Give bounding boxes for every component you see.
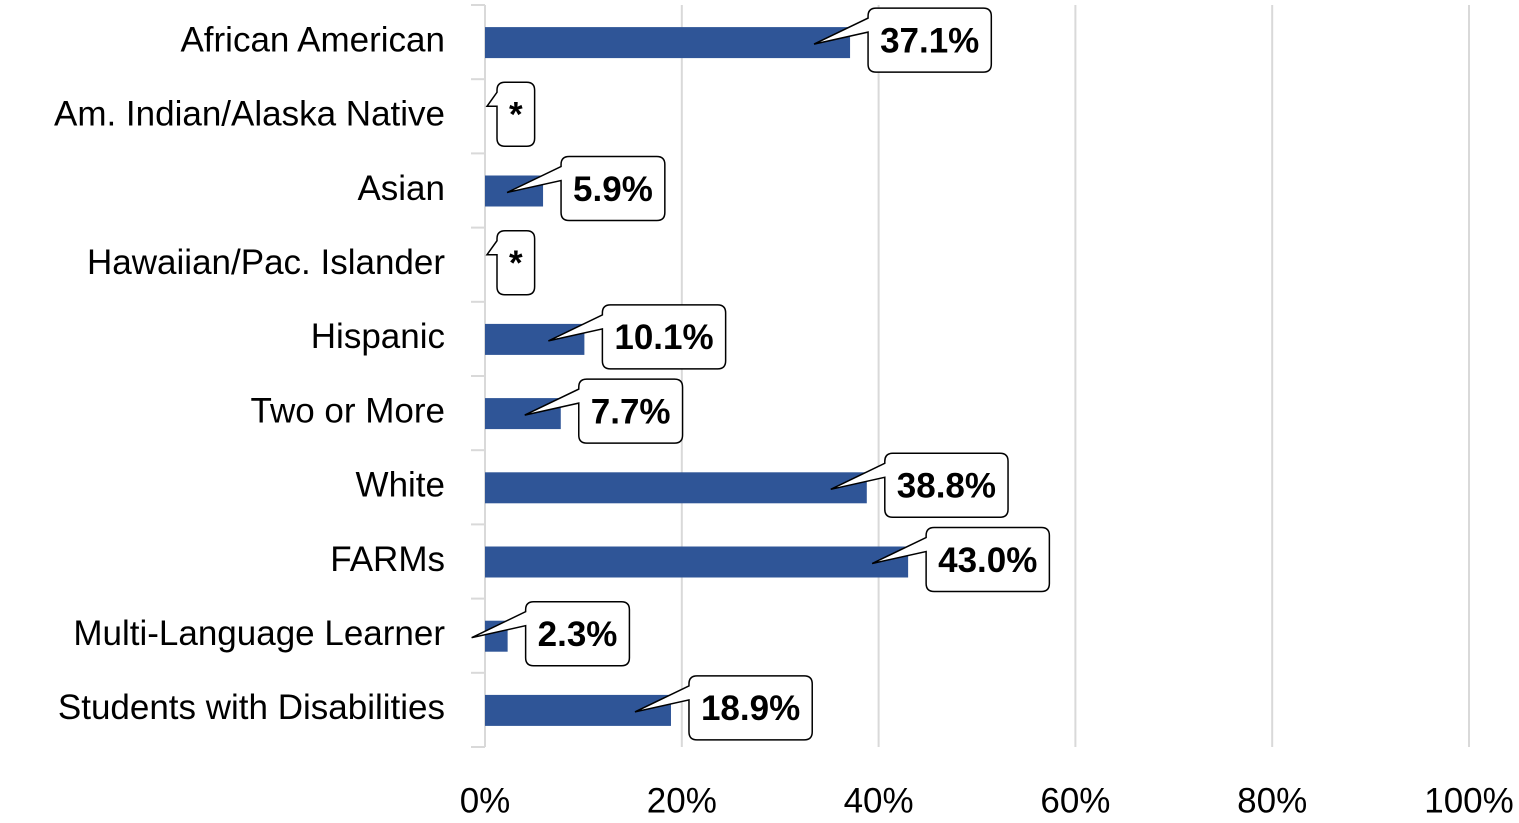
callout-box (471, 600, 631, 667)
y-tick-label: Am. Indian/Alaska Native (54, 95, 445, 134)
x-tick-label: 100% (1424, 781, 1514, 820)
callout-box (524, 378, 684, 444)
y-tick-label: Hispanic (311, 317, 445, 356)
data-label: * (509, 96, 523, 135)
x-tick-label: 40% (844, 781, 914, 820)
data-label: 5.9% (573, 170, 653, 209)
callout-box (813, 7, 993, 73)
x-tick-label: 0% (460, 781, 511, 820)
x-tick-label: 80% (1237, 781, 1307, 820)
callout-box (830, 452, 1009, 519)
callout-box (485, 81, 536, 148)
y-tick-label: Students with Disabilities (58, 688, 445, 727)
bar (485, 546, 909, 578)
callout-box (634, 675, 813, 741)
x-tick-label: 60% (1040, 781, 1110, 820)
y-tick-label: Hawaiian/Pac. Islander (87, 243, 445, 282)
x-tick-label: 20% (647, 781, 717, 820)
callout-box (548, 304, 727, 370)
data-label: 38.8% (897, 467, 996, 506)
bar (485, 472, 867, 504)
data-label: * (509, 244, 523, 283)
bar (485, 323, 585, 355)
data-label: 18.9% (701, 689, 800, 728)
bar (485, 27, 851, 59)
y-tick-label: White (356, 466, 445, 505)
y-tick-label: African American (180, 20, 445, 59)
y-tick-label: Asian (357, 169, 445, 208)
data-label: 7.7% (591, 392, 671, 431)
data-label: 37.1% (880, 21, 979, 60)
y-tick-label: Multi-Language Learner (73, 614, 445, 653)
callout-box (485, 229, 536, 296)
callout-box (871, 526, 1051, 593)
y-tick-label: Two or More (251, 391, 446, 430)
data-label: 43.0% (938, 541, 1037, 580)
data-label: 2.3% (538, 615, 618, 654)
data-label: 10.1% (614, 318, 713, 357)
callout-box (506, 155, 666, 222)
y-tick-label: FARMs (330, 540, 445, 579)
